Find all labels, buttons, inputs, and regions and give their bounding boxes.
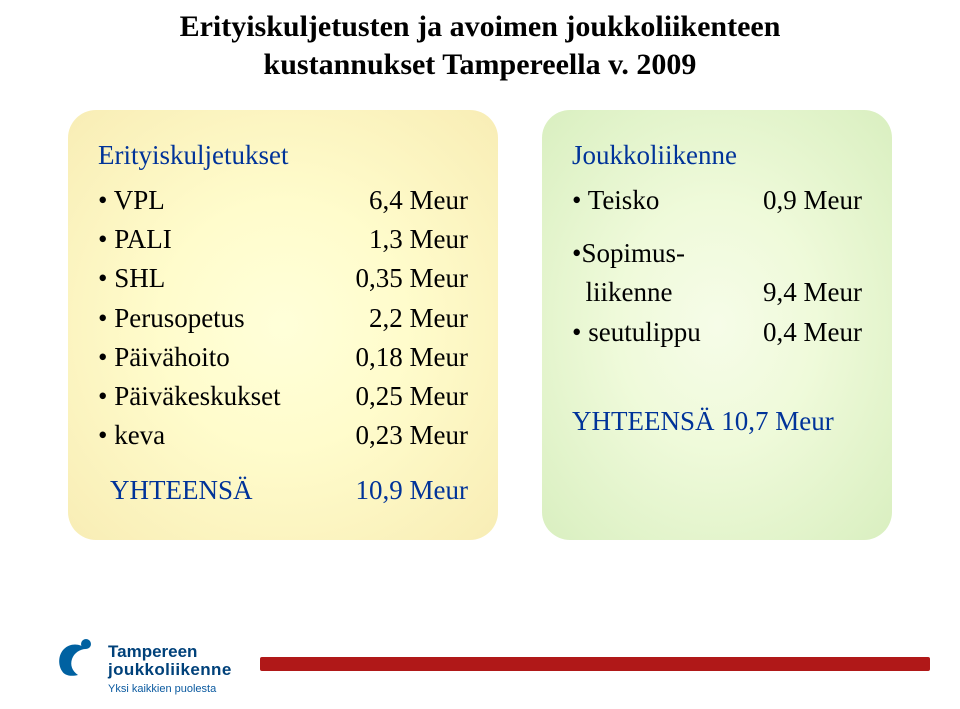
row-label: •Sopimus- liikenne <box>572 234 685 312</box>
row-value: 1,3 Meur <box>369 220 468 259</box>
content-area: Erityiskuljetukset VPL 6,4 Meur PALI 1,3… <box>0 110 960 540</box>
row-label: VPL <box>98 181 165 220</box>
page-title: Erityiskuljetusten ja avoimen joukkoliik… <box>0 0 960 83</box>
row-label: Perusopetus <box>98 299 245 338</box>
logo: Tampereen joukkoliikenne Yksi kaikkien p… <box>56 631 246 695</box>
left-heading: Erityiskuljetukset <box>98 136 468 175</box>
row-label: keva <box>98 416 165 455</box>
row-value: 0,18 Meur <box>356 338 468 377</box>
list-item: SHL 0,35 Meur <box>98 259 468 298</box>
spacer <box>572 220 862 234</box>
list-item: seutulippu 0,4 Meur <box>572 313 862 352</box>
list-item: Päivähoito 0,18 Meur <box>98 338 468 377</box>
right-total: YHTEENSÄ 10,7 Meur <box>572 402 862 441</box>
logo-line2: joukkoliikenne <box>108 661 232 679</box>
row-value: 0,23 Meur <box>356 416 468 455</box>
list-item: Teisko 0,9 Meur <box>572 181 862 220</box>
row-label: Teisko <box>572 181 659 220</box>
right-heading: Joukkoliikenne <box>572 136 862 175</box>
left-panel: Erityiskuljetukset VPL 6,4 Meur PALI 1,3… <box>68 110 498 540</box>
title-line1: Erityiskuljetusten ja avoimen joukkoliik… <box>0 8 960 46</box>
list-item: Päiväkeskukset 0,25 Meur <box>98 377 468 416</box>
row-value: 0,25 Meur <box>356 377 468 416</box>
list-item: keva 0,23 Meur <box>98 416 468 455</box>
logo-icon <box>56 631 100 679</box>
logo-text: Tampereen joukkoliikenne <box>108 643 232 679</box>
list-item: VPL 6,4 Meur <box>98 181 468 220</box>
row-value: 0,9 Meur <box>763 181 862 220</box>
right-panel: Joukkoliikenne Teisko 0,9 Meur •Sopimus-… <box>542 110 892 540</box>
row-value: 0,35 Meur <box>356 259 468 298</box>
logo-top: Tampereen joukkoliikenne <box>56 631 246 679</box>
row-value: 0,4 Meur <box>763 313 862 352</box>
list-item: PALI 1,3 Meur <box>98 220 468 259</box>
row-value: 2,2 Meur <box>369 299 468 338</box>
left-total-label: YHTEENSÄ <box>110 471 253 510</box>
row-value: 9,4 Meur <box>763 273 862 312</box>
title-line2: kustannukset Tampereella v. 2009 <box>0 46 960 84</box>
logo-line1: Tampereen <box>108 643 232 661</box>
row-value: 6,4 Meur <box>369 181 468 220</box>
row-label: seutulippu <box>572 313 701 352</box>
row-label: Päivähoito <box>98 338 230 377</box>
list-item: •Sopimus- liikenne 9,4 Meur <box>572 234 862 312</box>
logo-slogan: Yksi kaikkien puolesta <box>108 683 246 695</box>
row-label: PALI <box>98 220 172 259</box>
footer: Tampereen joukkoliikenne Yksi kaikkien p… <box>0 599 960 709</box>
left-total-value: 10,9 Meur <box>356 471 468 510</box>
row-label: Päiväkeskukset <box>98 377 281 416</box>
footer-bar <box>260 657 930 671</box>
row-label: SHL <box>98 259 165 298</box>
left-total-row: YHTEENSÄ 10,9 Meur <box>98 471 468 510</box>
list-item: Perusopetus 2,2 Meur <box>98 299 468 338</box>
